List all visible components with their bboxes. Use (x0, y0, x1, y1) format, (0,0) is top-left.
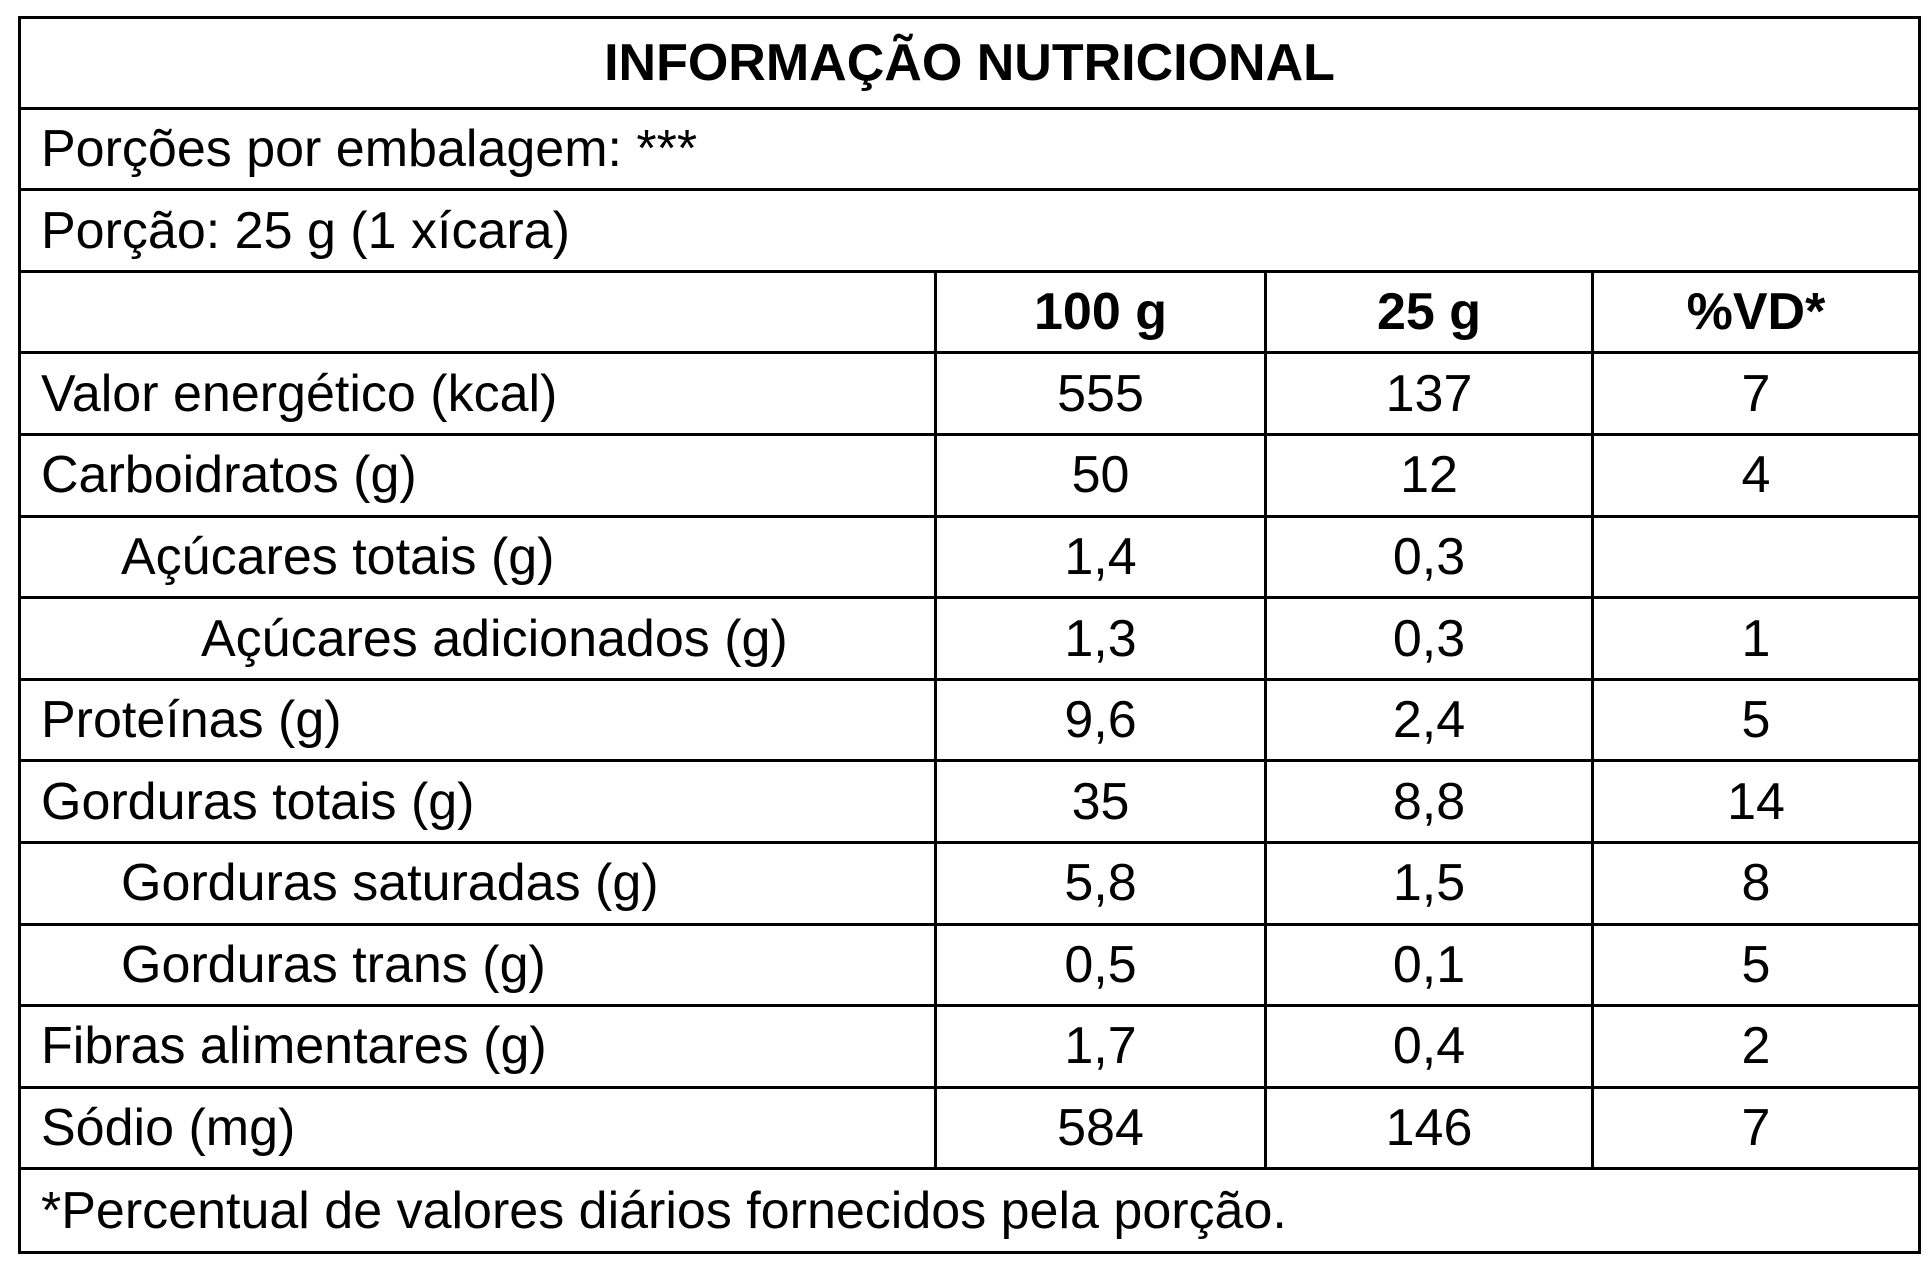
value-per-portion: 146 (1264, 1085, 1594, 1171)
nutrient-row-total-sugars: Açúcares totais (g) 1,4 0,3 (18, 514, 1922, 600)
header-blank-cell (18, 269, 937, 355)
nutrient-row-fiber: Fibras alimentares (g) 1,7 0,4 2 (18, 1004, 1922, 1089)
footnote-row: *Percentual de valores diários fornecido… (17, 1167, 1922, 1254)
value-daily-percent: 4 (1590, 433, 1922, 518)
nutrient-name: Sódio (mg) (18, 1085, 937, 1171)
nutrient-name: Gorduras saturadas (g) (18, 841, 937, 926)
value-per-portion: 0,4 (1264, 1004, 1594, 1089)
nutrient-row-added-sugars: Açúcares adicionados (g) 1,3 0,3 1 (18, 596, 1922, 681)
value-per-100g: 1,4 (934, 514, 1267, 600)
value-daily-percent: 2 (1590, 1004, 1922, 1089)
serving-size-row: Porção: 25 g (1 xícara) (17, 188, 1922, 273)
footnote: *Percentual de valores diários fornecido… (17, 1167, 1922, 1254)
header-daily-value: %VD* (1590, 269, 1922, 355)
value-daily-percent (1590, 514, 1922, 600)
nutrient-row-total-fat: Gorduras totais (g) 35 8,8 14 (18, 759, 1922, 844)
nutrient-row-saturated-fat: Gorduras saturadas (g) 5,8 1,5 8 (18, 841, 1922, 926)
nutrient-name: Gorduras totais (g) (18, 759, 937, 844)
value-per-100g: 584 (934, 1085, 1267, 1171)
value-per-portion: 1,5 (1264, 841, 1594, 926)
value-per-portion: 8,8 (1264, 759, 1594, 844)
servings-per-package: Porções por embalagem: *** (17, 106, 1922, 192)
value-daily-percent: 14 (1590, 759, 1922, 844)
value-daily-percent: 7 (1590, 1085, 1922, 1171)
value-per-portion: 0,3 (1264, 596, 1594, 681)
nutrient-name: Carboidratos (g) (18, 433, 937, 518)
nutrient-row-carbohydrates: Carboidratos (g) 50 12 4 (18, 433, 1922, 518)
nutrient-name: Açúcares totais (g) (18, 514, 937, 600)
value-per-100g: 1,7 (934, 1004, 1267, 1089)
value-per-100g: 35 (934, 759, 1267, 844)
serving-size: Porção: 25 g (1 xícara) (17, 188, 1922, 273)
nutrient-name: Açúcares adicionados (g) (18, 596, 937, 681)
value-per-portion: 0,3 (1264, 514, 1594, 600)
nutrient-name: Fibras alimentares (g) (18, 1004, 937, 1089)
nutrient-row-energy: Valor energético (kcal) 555 137 7 (18, 351, 1922, 437)
nutrient-row-proteins: Proteínas (g) 9,6 2,4 5 (18, 677, 1922, 763)
value-per-100g: 9,6 (934, 677, 1267, 763)
nutrient-row-trans-fat: Gorduras trans (g) 0,5 0,1 5 (18, 922, 1922, 1008)
value-per-portion: 137 (1264, 351, 1594, 437)
value-per-portion: 12 (1264, 433, 1594, 518)
header-per-portion: 25 g (1264, 269, 1594, 355)
value-per-portion: 2,4 (1264, 677, 1594, 763)
value-daily-percent: 1 (1590, 596, 1922, 681)
value-per-100g: 1,3 (934, 596, 1267, 681)
value-daily-percent: 5 (1590, 922, 1922, 1008)
table-title: INFORMAÇÃO NUTRICIONAL (17, 16, 1922, 110)
column-header-row: 100 g 25 g %VD* (18, 269, 1922, 355)
title-row: INFORMAÇÃO NUTRICIONAL (17, 16, 1922, 110)
nutrient-row-sodium: Sódio (mg) 584 146 7 (18, 1085, 1922, 1171)
servings-row: Porções por embalagem: *** (17, 106, 1922, 192)
value-per-100g: 555 (934, 351, 1267, 437)
value-per-100g: 5,8 (934, 841, 1267, 926)
value-per-portion: 0,1 (1264, 922, 1594, 1008)
value-daily-percent: 7 (1590, 351, 1922, 437)
header-per-100g: 100 g (934, 269, 1267, 355)
value-per-100g: 0,5 (934, 922, 1267, 1008)
nutrient-name: Proteínas (g) (18, 677, 937, 763)
value-per-100g: 50 (934, 433, 1267, 518)
nutrient-name: Valor energético (kcal) (18, 351, 937, 437)
nutrition-facts-table: INFORMAÇÃO NUTRICIONAL Porções por embal… (17, 16, 1922, 1254)
nutrient-name: Gorduras trans (g) (18, 922, 937, 1008)
value-daily-percent: 5 (1590, 677, 1922, 763)
value-daily-percent: 8 (1590, 841, 1922, 926)
